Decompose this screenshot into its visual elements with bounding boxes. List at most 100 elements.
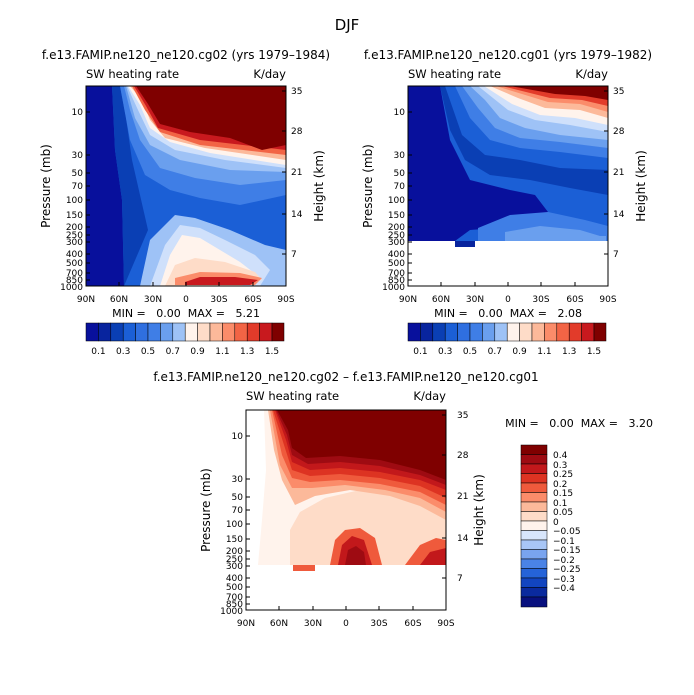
colorbar-swatch [520,492,548,503]
y-tick-label: 250 [388,231,405,241]
contour-band [290,490,446,565]
left-string: SW heating rate [246,389,339,403]
right-string: K/day [413,389,446,403]
colorbar: 0.1 0.3 0.5 0.7 0.9 1.1 1.3 1.5 [85,322,285,357]
colorbar-swatch [520,482,548,493]
contour-band [505,226,600,241]
y2-tick-label: 14 [457,534,469,544]
contour-band [510,86,608,100]
y-tick-label: 70 [232,506,244,516]
colorbar-label: −0.4 [553,584,575,594]
y2-ticks: 35 28 21 14 7 [282,87,303,260]
colorbar-swatch [197,322,211,342]
colorbar-label: 0.1 [553,499,567,509]
x-tick-label: 90N [77,295,95,305]
y2-tick-label: 28 [291,127,303,137]
left-string: SW heating rate [408,67,501,81]
y-tick-label: 700 [388,269,405,279]
colorbar-swatch [520,530,548,541]
colorbar-swatch [222,322,236,342]
y-tick-label: 100 [66,196,83,206]
y2-tick-label: 28 [613,127,625,137]
y-axis-title: Pressure (mb) [199,468,213,552]
colorbar-swatch [160,322,174,342]
colorbar-swatch [110,322,124,342]
panel-title: f.e13.FAMIP.ne120_ne120.cg02 – f.e13.FAM… [153,370,538,384]
y-tick-label: 200 [226,547,243,557]
y-tick-label: 100 [226,520,243,530]
y2-tick-label: 14 [291,210,303,220]
y-tick-label: 150 [226,535,243,545]
x-tick-label: 90N [399,295,417,305]
contour-band [277,410,446,480]
colorbar-swatch [520,596,548,608]
right-string: K/day [253,67,286,81]
colorbar-swatch [520,577,548,588]
x-tick-label: 30N [466,295,484,305]
contour-band [293,565,315,571]
colorbar-swatch [432,322,446,342]
contour-field [408,86,608,286]
y2-ticks: 35 28 21 14 7 [442,411,469,584]
colorbar-swatch [147,322,161,342]
y2-tick-label: 21 [457,492,468,502]
y-tick-label: 50 [72,169,84,179]
left-string: SW heating rate [86,67,179,81]
colorbar-swatch [482,322,496,342]
y2-tick-label: 35 [457,411,468,421]
colorbar-label: 0.5 [141,347,155,357]
y2-tick-label: 7 [457,574,463,584]
y-tick-label: 30 [394,151,406,161]
colorbar-swatch [271,322,285,342]
colorbar-swatch [209,322,223,342]
y-tick-label: 500 [66,259,83,269]
panel-title: f.e13.FAMIP.ne120_ne120.cg02 (yrs 1979–1… [42,48,330,62]
y-tick-label: 850 [226,600,243,610]
x-tick-label: 0 [505,295,511,305]
min-max-stats: MIN = 0.00 MAX = 5.21 [112,307,260,320]
colorbar-swatch [520,501,548,512]
contour-band [112,86,148,286]
y-tick-label: 400 [66,250,83,260]
colorbar-vertical: 0.4 0.3 0.25 0.2 0.15 0.1 0.05 0 −0.05 −… [520,444,581,608]
y-axis-title: Pressure (mb) [39,144,53,228]
y-tick-label: 150 [66,211,83,221]
y-axis-title: Pressure (mb) [361,144,375,228]
contour-band [136,86,286,150]
colorbar-swatch [556,322,570,342]
y-tick-label: 700 [226,593,243,603]
colorbar-swatch [234,322,248,342]
x-tick-label: 30N [304,619,322,629]
y2-axis-title: Height (km) [312,150,326,221]
y-tick-label: 300 [226,562,243,572]
colorbar-label: 1.3 [562,347,576,357]
colorbar-label: 0.9 [190,347,205,357]
x-tick-label: 60N [110,295,128,305]
y-tick-label: 250 [66,231,83,241]
colorbar-swatch [581,322,595,342]
x-tick-label: 60N [270,619,288,629]
y2-tick-label: 35 [613,87,624,97]
colorbar-swatch [259,322,273,342]
colorbar-swatch [444,322,458,342]
colorbar-label: 0.4 [553,451,568,461]
colorbar: 0.1 0.3 0.5 0.7 0.9 1.1 1.3 1.5 [407,322,607,357]
y2-tick-label: 7 [613,250,619,260]
y2-tick-label: 21 [613,168,624,178]
panel-difference: f.e13.FAMIP.ne120_ne120.cg02 – f.e13.FAM… [153,370,653,629]
colorbar-label: −0.1 [553,537,575,547]
x-tick-label: 90S [599,295,616,305]
contour-band [185,277,258,285]
contour-field [246,410,446,610]
x-tick-label: 90S [437,619,454,629]
colorbar-swatch [246,322,260,342]
colorbar-label: 1.5 [265,347,279,357]
x-tick-label: 30N [144,295,162,305]
panel-title: f.e13.FAMIP.ne120_ne120.cg01 (yrs 1979–1… [364,48,652,62]
y-tick-label: 850 [66,276,83,286]
colorbar-swatch [593,322,607,342]
colorbar-label: 0.25 [553,470,573,480]
y-tick-label: 400 [388,250,405,260]
min-max-stats: MIN = 0.00 MAX = 2.08 [434,307,582,320]
y2-ticks: 35 28 21 14 7 [604,87,625,260]
